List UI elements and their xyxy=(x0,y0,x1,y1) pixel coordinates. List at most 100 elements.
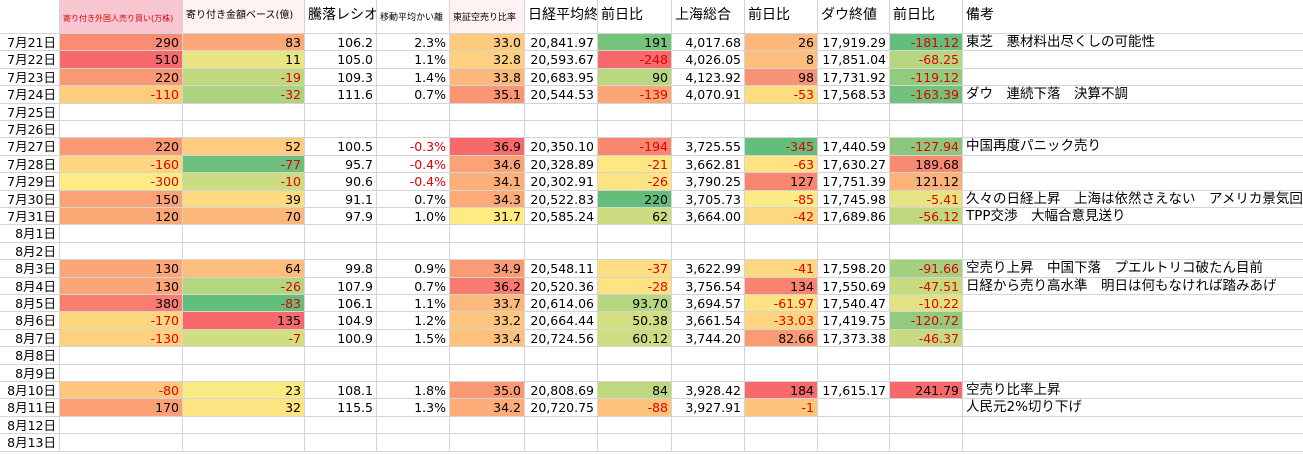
cell xyxy=(818,347,890,365)
cell: 3,662.81 xyxy=(672,155,745,174)
cell xyxy=(183,434,305,452)
cell: 3,664.00 xyxy=(672,208,745,226)
row-date: 8月6日 xyxy=(0,312,60,330)
cell: 34.3 xyxy=(450,190,525,208)
cell: -127.94 xyxy=(890,138,963,156)
cell xyxy=(745,242,818,261)
cell: 1.8% xyxy=(377,382,450,400)
cell: 170 xyxy=(60,399,183,417)
cell: 111.6 xyxy=(305,86,377,104)
column-header: 騰落レシオ xyxy=(305,0,377,34)
cell: -28 xyxy=(598,277,672,295)
memo-cell: TPP交渉 大幅合意見送り xyxy=(963,208,1303,226)
cell xyxy=(890,364,963,382)
cell: 17,689.86 xyxy=(818,208,890,226)
cell xyxy=(183,242,305,261)
row-date: 8月12日 xyxy=(0,416,60,435)
cell xyxy=(377,416,450,435)
cell xyxy=(672,121,745,139)
cell xyxy=(377,434,450,452)
cell xyxy=(672,225,745,243)
cell: 100.5 xyxy=(305,138,377,156)
cell: 90 xyxy=(598,68,672,87)
cell xyxy=(377,103,450,121)
cell: -47.51 xyxy=(890,277,963,295)
memo-cell xyxy=(963,312,1303,330)
cell: 120 xyxy=(60,208,183,226)
cell: 290 xyxy=(60,34,183,52)
cell: -300 xyxy=(60,173,183,191)
cell xyxy=(525,347,598,365)
cell: -56.12 xyxy=(890,208,963,226)
cell: 17,568.53 xyxy=(818,86,890,104)
cell: 20,664.44 xyxy=(525,312,598,330)
cell: 34.1 xyxy=(450,173,525,191)
cell: 220 xyxy=(60,68,183,87)
cell: 95.7 xyxy=(305,155,377,174)
cell xyxy=(598,103,672,121)
cell: 0.9% xyxy=(377,260,450,278)
cell xyxy=(672,103,745,121)
cell: 20,522.83 xyxy=(525,190,598,208)
cell: 191 xyxy=(598,34,672,52)
cell: -0.4% xyxy=(377,173,450,191)
cell: 33.8 xyxy=(450,68,525,87)
cell xyxy=(305,347,377,365)
cell xyxy=(450,121,525,139)
cell xyxy=(818,121,890,139)
cell: 380 xyxy=(60,295,183,313)
cell xyxy=(525,434,598,452)
cell: 39 xyxy=(183,190,305,208)
cell: -21 xyxy=(598,155,672,174)
cell: -0.3% xyxy=(377,138,450,156)
memo-cell: 中国再度パニック売り xyxy=(963,138,1303,156)
cell: 105.0 xyxy=(305,51,377,69)
cell: -163.39 xyxy=(890,86,963,104)
cell: 3,756.54 xyxy=(672,277,745,295)
cell: 52 xyxy=(183,138,305,156)
cell xyxy=(60,242,183,261)
cell: 17,630.27 xyxy=(818,155,890,174)
row-date: 8月5日 xyxy=(0,295,60,313)
cell: 84 xyxy=(598,382,672,400)
row-date: 7月23日 xyxy=(0,68,60,87)
cell: -68.25 xyxy=(890,51,963,69)
cell xyxy=(183,103,305,121)
cell: 17,550.69 xyxy=(818,277,890,295)
cell: 1.4% xyxy=(377,68,450,87)
cell: 17,419.75 xyxy=(818,312,890,330)
cell xyxy=(890,121,963,139)
memo-cell xyxy=(963,295,1303,313)
row-date: 8月13日 xyxy=(0,434,60,452)
cell: 150 xyxy=(60,190,183,208)
column-header: 前日比 xyxy=(598,0,672,34)
row-date: 8月10日 xyxy=(0,382,60,400)
cell: 82.66 xyxy=(745,329,818,348)
cell xyxy=(890,347,963,365)
memo-cell xyxy=(963,173,1303,191)
memo-cell xyxy=(963,347,1303,365)
cell: -41 xyxy=(745,260,818,278)
cell: 17,615.17 xyxy=(818,382,890,400)
memo-cell: 日経から売り高水準 明日は何もなければ踏みあげ xyxy=(963,278,1303,295)
column-header: 日経平均終値 xyxy=(525,0,598,34)
cell: -5.41 xyxy=(890,190,963,208)
cell: -77 xyxy=(183,155,305,174)
cell: 31.7 xyxy=(450,208,525,226)
cell: -61.97 xyxy=(745,295,818,313)
cell xyxy=(450,434,525,452)
cell: 62 xyxy=(598,208,672,226)
cell: -37 xyxy=(598,260,672,278)
cell: 134 xyxy=(745,277,818,295)
memo-cell xyxy=(963,417,1303,435)
cell: 127 xyxy=(745,173,818,191)
cell xyxy=(450,242,525,261)
cell xyxy=(525,242,598,261)
cell: 34.9 xyxy=(450,260,525,278)
cell: 33.2 xyxy=(450,312,525,330)
cell xyxy=(598,121,672,139)
cell: 17,731.92 xyxy=(818,68,890,87)
cell: 100.9 xyxy=(305,329,377,348)
cell: 220 xyxy=(60,138,183,156)
cell xyxy=(598,434,672,452)
